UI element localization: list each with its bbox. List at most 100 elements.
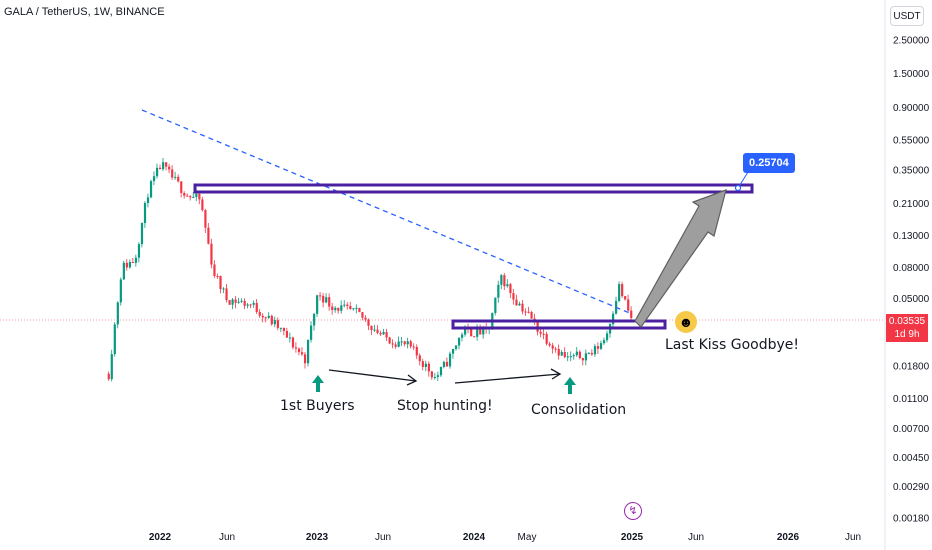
candle-up: [140, 222, 144, 245]
candle-up: [442, 361, 446, 367]
candle-down: [171, 169, 174, 178]
target-connector: [737, 171, 749, 189]
arrow-stophunt-to-consolidation[interactable]: [454, 373, 561, 384]
candle-up: [494, 297, 497, 313]
x-tick-label: 2025: [621, 532, 644, 543]
candle-up: [110, 354, 113, 380]
candle-up: [316, 295, 319, 314]
candle-down: [346, 304, 349, 307]
candle-down: [551, 345, 554, 349]
candle-up: [560, 351, 563, 356]
breakout-zone[interactable]: [451, 319, 667, 330]
target-anchor[interactable]: [734, 184, 742, 192]
y-tick-label: 0.01800: [893, 361, 930, 372]
price-axis[interactable]: 2.50000 1.50000 0.90000 0.55000 0.35000 0.210…: [893, 36, 930, 525]
candle-down: [131, 262, 135, 264]
current-price-value: 0.03535: [888, 316, 926, 327]
x-tick-label: Jun: [688, 532, 704, 543]
y-tick-label: 2.50000: [893, 36, 930, 47]
candle-down: [258, 311, 261, 316]
candle-up: [352, 308, 355, 310]
candle-up: [128, 262, 132, 268]
candle-down: [581, 358, 585, 361]
y-tick-label: 1.50000: [893, 69, 930, 80]
consolidation-label: Consolidation: [531, 402, 627, 418]
candle-down: [445, 361, 449, 367]
candle-down: [563, 351, 566, 358]
bar-countdown: 1d 9h: [894, 329, 920, 340]
candle-up: [240, 300, 243, 302]
x-tick-label: 2022: [149, 532, 172, 543]
candle-down: [527, 311, 530, 313]
last-kiss-label: Last Kiss Goodbye!: [665, 337, 799, 353]
y-tick-label: 0.08000: [893, 263, 930, 274]
candle-down: [385, 332, 388, 338]
candle-up: [134, 257, 138, 263]
candle-up: [457, 337, 461, 346]
candle-up: [116, 302, 119, 325]
candle-up: [400, 341, 403, 343]
y-tick-label: 0.35000: [893, 165, 930, 176]
x-tick-label: May: [518, 532, 537, 543]
candle-down: [394, 344, 397, 347]
candle-down: [243, 300, 246, 306]
x-tick-label: 2024: [463, 532, 486, 543]
candle-up: [252, 303, 255, 305]
currency-unit-button[interactable]: USDT: [890, 6, 924, 26]
candle-down: [370, 325, 373, 331]
time-axis[interactable]: 2022 Jun 2023 Jun 2024 May 2025 Jun 2026 Jun: [149, 532, 861, 543]
first-buyers-label: 1st Buyers: [280, 398, 355, 414]
candle-up: [313, 313, 316, 326]
candle-down: [225, 288, 228, 301]
candle-down: [328, 297, 331, 307]
candle-down: [291, 337, 295, 348]
candle-down: [337, 307, 340, 311]
lightning-icon[interactable]: ↯: [624, 502, 642, 520]
candle-down: [403, 341, 406, 345]
candle-down: [213, 264, 216, 277]
candle-up: [587, 352, 591, 354]
candle-up: [325, 297, 328, 303]
projection-arrow[interactable]: [634, 189, 727, 328]
candle-up: [436, 375, 440, 377]
candle-down: [228, 300, 231, 305]
target-price-label[interactable]: 0.25704: [743, 153, 795, 173]
candle-down: [331, 306, 334, 311]
resistance-zone[interactable]: [193, 183, 754, 194]
candle-down: [107, 373, 110, 380]
candle-up: [355, 307, 358, 309]
candle-up: [343, 304, 346, 306]
candle-down: [261, 315, 264, 318]
candle-up: [451, 348, 455, 354]
candle-up: [602, 340, 606, 344]
candle-up: [618, 284, 621, 301]
candle-up: [612, 313, 615, 325]
candle-down: [207, 227, 210, 244]
candle-up: [119, 279, 122, 303]
candle-up: [137, 244, 141, 258]
candle-up: [605, 333, 609, 341]
candle-down: [204, 210, 207, 228]
candle-up: [146, 197, 150, 203]
down-trendline[interactable]: [141, 109, 633, 315]
candle-down: [418, 355, 421, 362]
candle-down: [319, 295, 322, 297]
candle-up: [454, 345, 458, 349]
candle-down: [415, 346, 418, 356]
candle-up: [461, 334, 464, 338]
candle-up: [310, 325, 313, 340]
arrowhead-2: [550, 368, 562, 380]
y-tick-label: 0.00180: [893, 514, 930, 525]
candle-down: [479, 327, 482, 335]
candle-up: [439, 366, 443, 376]
candle-up: [482, 327, 485, 335]
arrow-buyers-to-stophunt[interactable]: [328, 369, 417, 382]
symbol-title[interactable]: GALA / TetherUS, 1W, BINANCE: [4, 6, 165, 18]
candle-down: [125, 262, 128, 268]
candle-up: [192, 196, 195, 198]
y-tick-label: 0.13000: [893, 231, 930, 242]
candle-down: [388, 337, 391, 344]
candle-down: [376, 329, 379, 333]
candle-up: [406, 341, 409, 345]
